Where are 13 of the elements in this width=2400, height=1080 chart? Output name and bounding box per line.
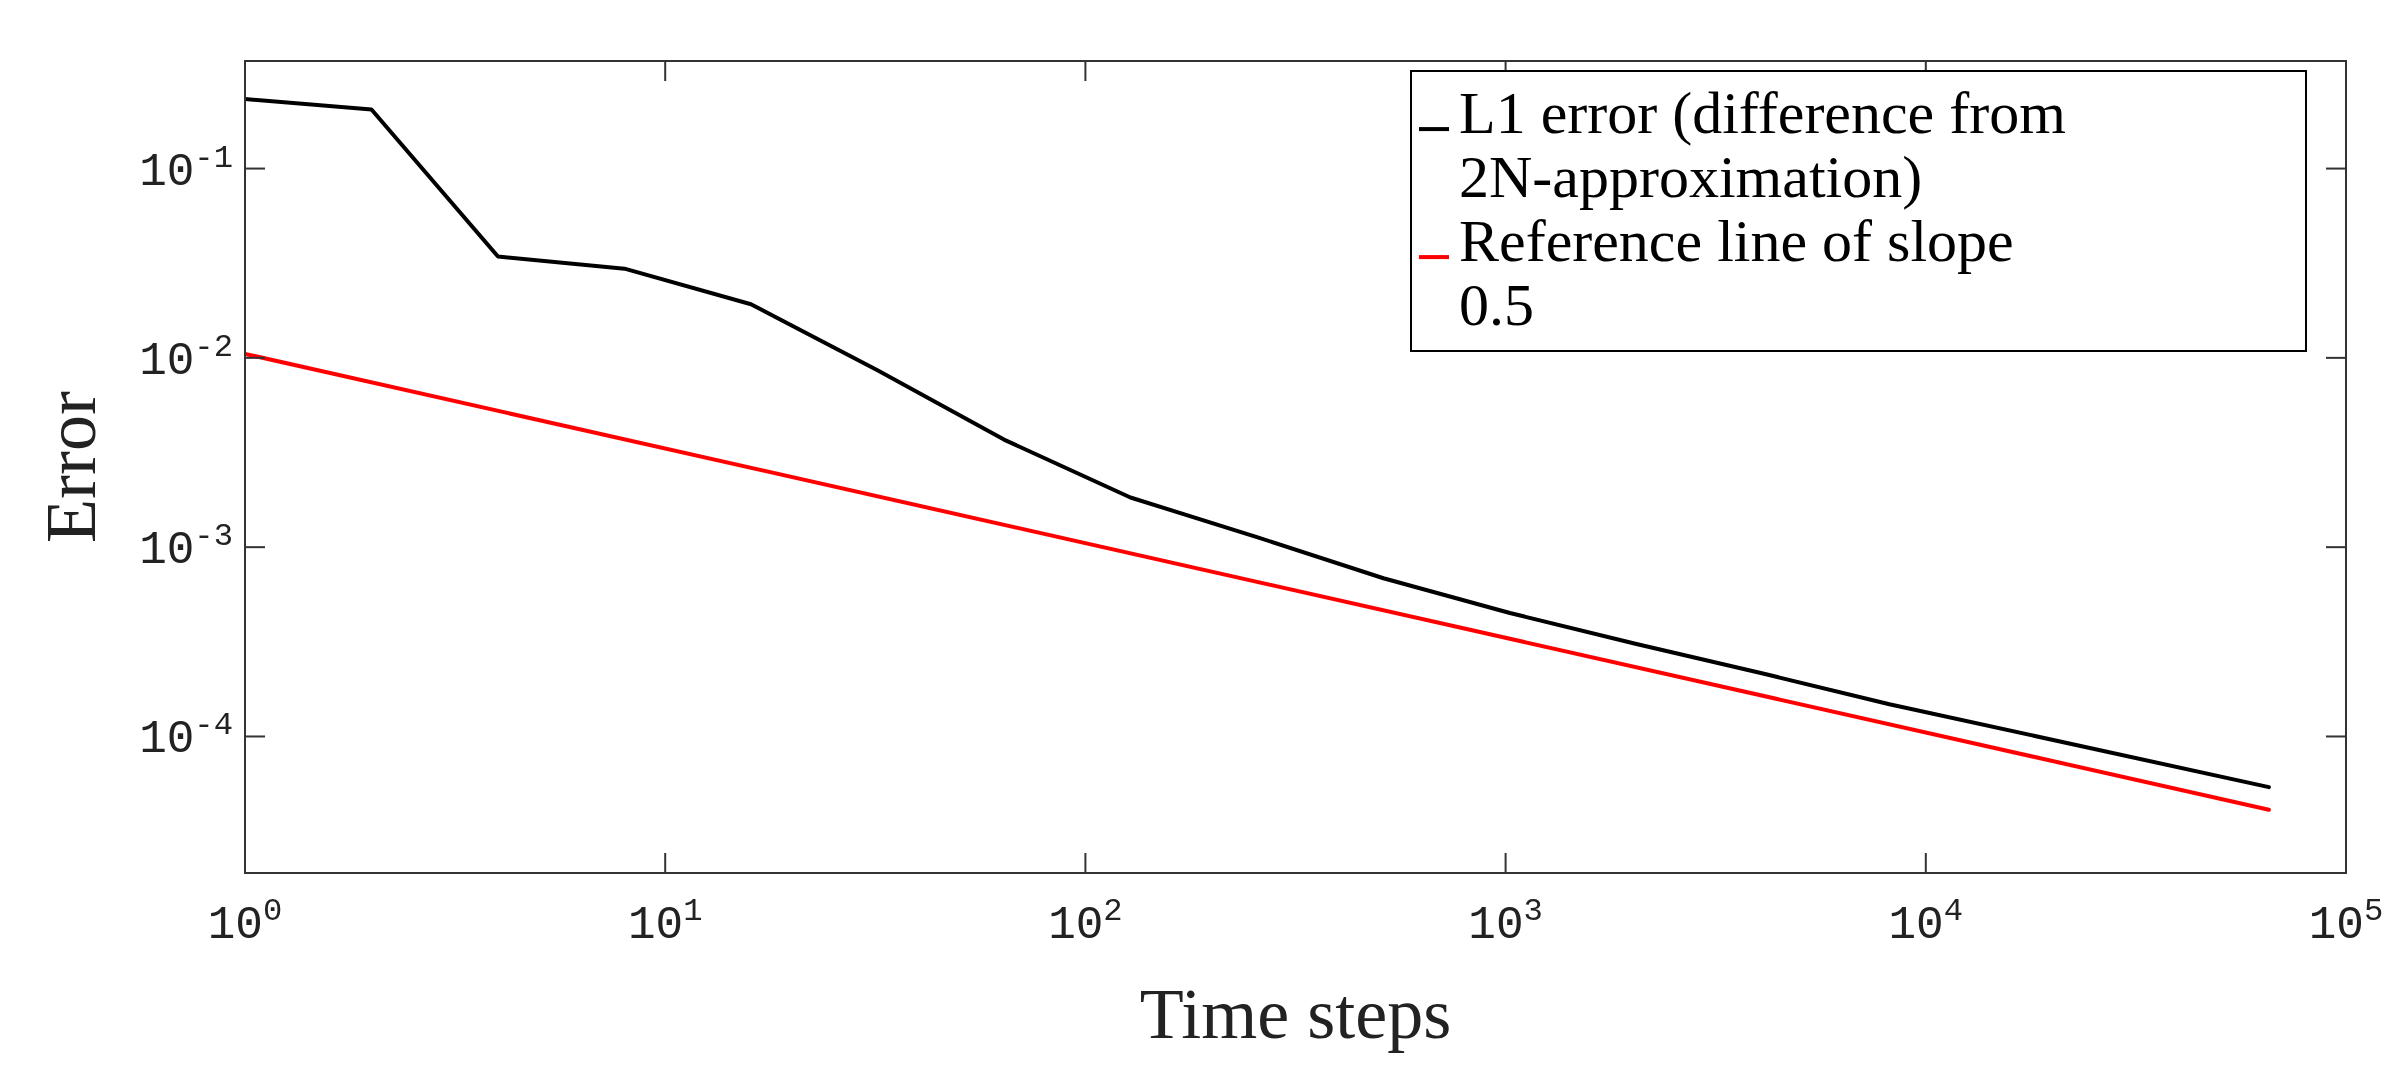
y-axis-title: Error [31, 391, 111, 543]
y-tick-label: 10$^{-3}$ [139, 517, 233, 578]
x-tick-label: 10$^{5}$ [2308, 892, 2384, 952]
x-axis-title: Time steps [1139, 974, 1452, 1054]
x-tick-label: 10$^{0}$ [207, 892, 283, 952]
x-tick-label: 10$^{2}$ [1048, 892, 1123, 952]
y-tick-label: 10$^{-1}$ [139, 139, 233, 199]
x-tick-label: 10$^{4}$ [1888, 892, 1964, 952]
x-tick-label: 10$^{3}$ [1468, 892, 1543, 952]
y-tick-label: 10$^{-4}$ [139, 706, 233, 767]
legend-label: L1 error (difference from 2N-approximation) [1459, 79, 2066, 210]
x-tick-label: 10$^{1}$ [627, 892, 703, 952]
y-tick-label: 10$^{-2}$ [139, 328, 233, 388]
